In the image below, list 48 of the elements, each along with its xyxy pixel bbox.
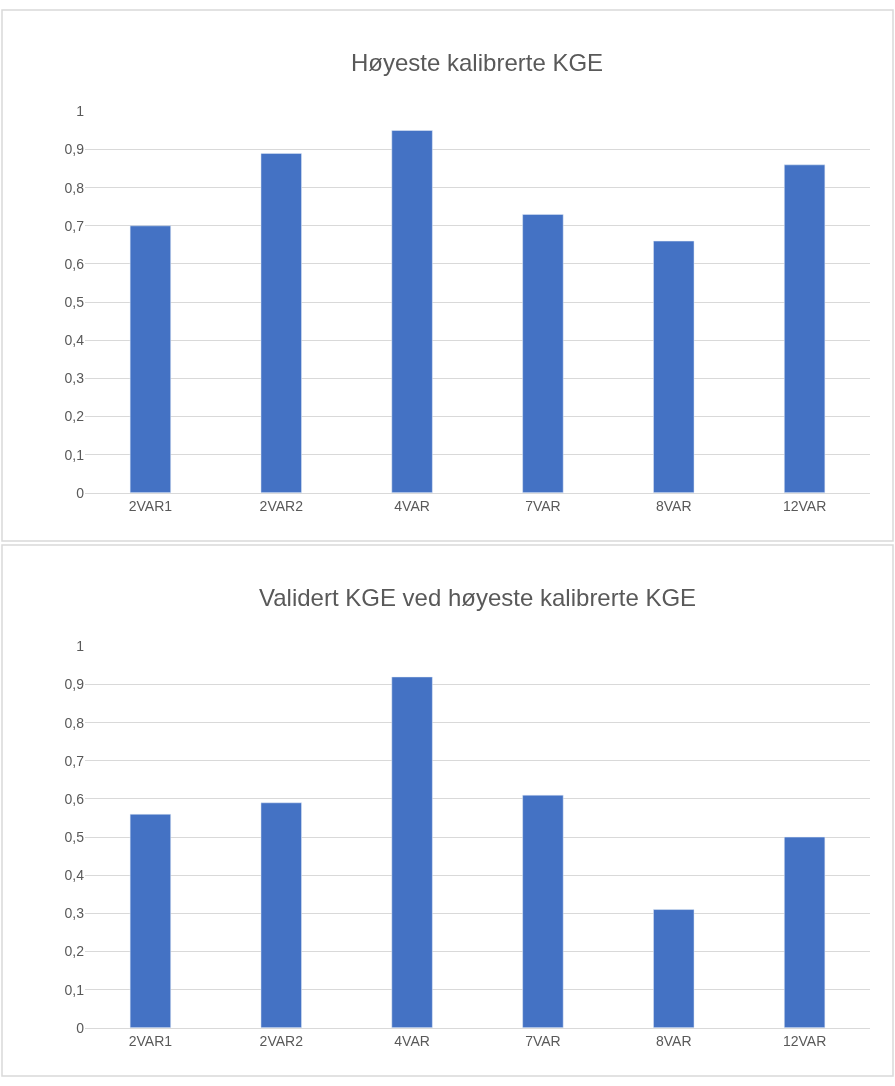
x-tick-label: 2VAR1 [128, 1032, 173, 1049]
x-tick-label: 12VAR [782, 1032, 827, 1049]
y-tick-label: 0 [76, 1019, 85, 1036]
bar [522, 794, 564, 1028]
bar [391, 130, 433, 493]
x-tick-label: 8VAR [655, 497, 692, 514]
y-tick-label: 0,3 [64, 370, 85, 387]
bar [784, 164, 826, 493]
x-tick-label: 7VAR [525, 497, 561, 514]
y-tick-label: 0,6 [64, 790, 85, 807]
y-tick-label: 0,7 [64, 752, 85, 769]
y-tick-label: 0,9 [64, 141, 85, 158]
chart-title: Validert KGE ved høyeste kalibrerte KGE [259, 584, 697, 611]
y-tick-label: 0,9 [64, 676, 85, 693]
x-tick-label: 2VAR2 [259, 1032, 304, 1049]
y-tick-label: 1 [76, 638, 85, 655]
x-tick-label: 4VAR [394, 497, 430, 514]
y-tick-label: 0,8 [64, 714, 85, 731]
y-tick-label: 0,3 [64, 905, 85, 922]
bar [522, 214, 564, 493]
y-tick-label: 0,5 [64, 294, 85, 310]
x-tick-label: 12VAR [782, 497, 827, 514]
y-tick-label: 0,1 [64, 446, 85, 463]
bar [129, 225, 171, 493]
y-tick-label: 0,4 [64, 867, 85, 884]
y-tick-label: 0,7 [64, 217, 85, 234]
bar [784, 836, 826, 1028]
chart-title: Høyeste kalibrerte KGE [351, 49, 604, 76]
y-tick-label: 0,4 [64, 332, 85, 349]
x-tick-label: 8VAR [655, 1032, 692, 1049]
y-tick-label: 0,8 [64, 179, 85, 196]
x-tick-label: 2VAR2 [259, 497, 304, 514]
x-tick-label: 2VAR1 [128, 497, 173, 514]
y-tick-label: 1 [76, 103, 85, 120]
y-tick-label: 0,5 [64, 829, 85, 845]
x-tick-label: 7VAR [525, 1032, 561, 1049]
y-tick-label: 0,6 [64, 255, 85, 272]
y-tick-label: 0 [76, 484, 85, 501]
bar [391, 676, 433, 1028]
y-tick-label: 0,1 [64, 981, 85, 998]
y-tick-label: 0,2 [64, 408, 85, 425]
bar [129, 813, 171, 1028]
bar [653, 909, 695, 1028]
bar [260, 153, 302, 493]
bar [260, 802, 302, 1028]
bar [653, 240, 695, 493]
y-tick-label: 0,2 [64, 943, 85, 960]
x-tick-label: 4VAR [394, 1032, 430, 1049]
